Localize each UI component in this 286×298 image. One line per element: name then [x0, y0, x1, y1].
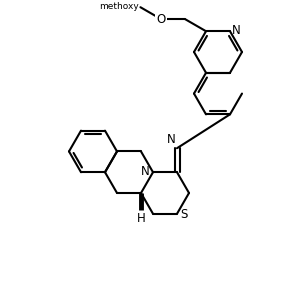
- Text: N: N: [167, 133, 176, 146]
- Text: methoxy: methoxy: [99, 2, 138, 11]
- Text: O: O: [157, 13, 166, 26]
- Text: S: S: [180, 208, 187, 221]
- Text: N: N: [141, 165, 150, 178]
- Text: N: N: [232, 24, 241, 37]
- Text: H: H: [137, 212, 145, 225]
